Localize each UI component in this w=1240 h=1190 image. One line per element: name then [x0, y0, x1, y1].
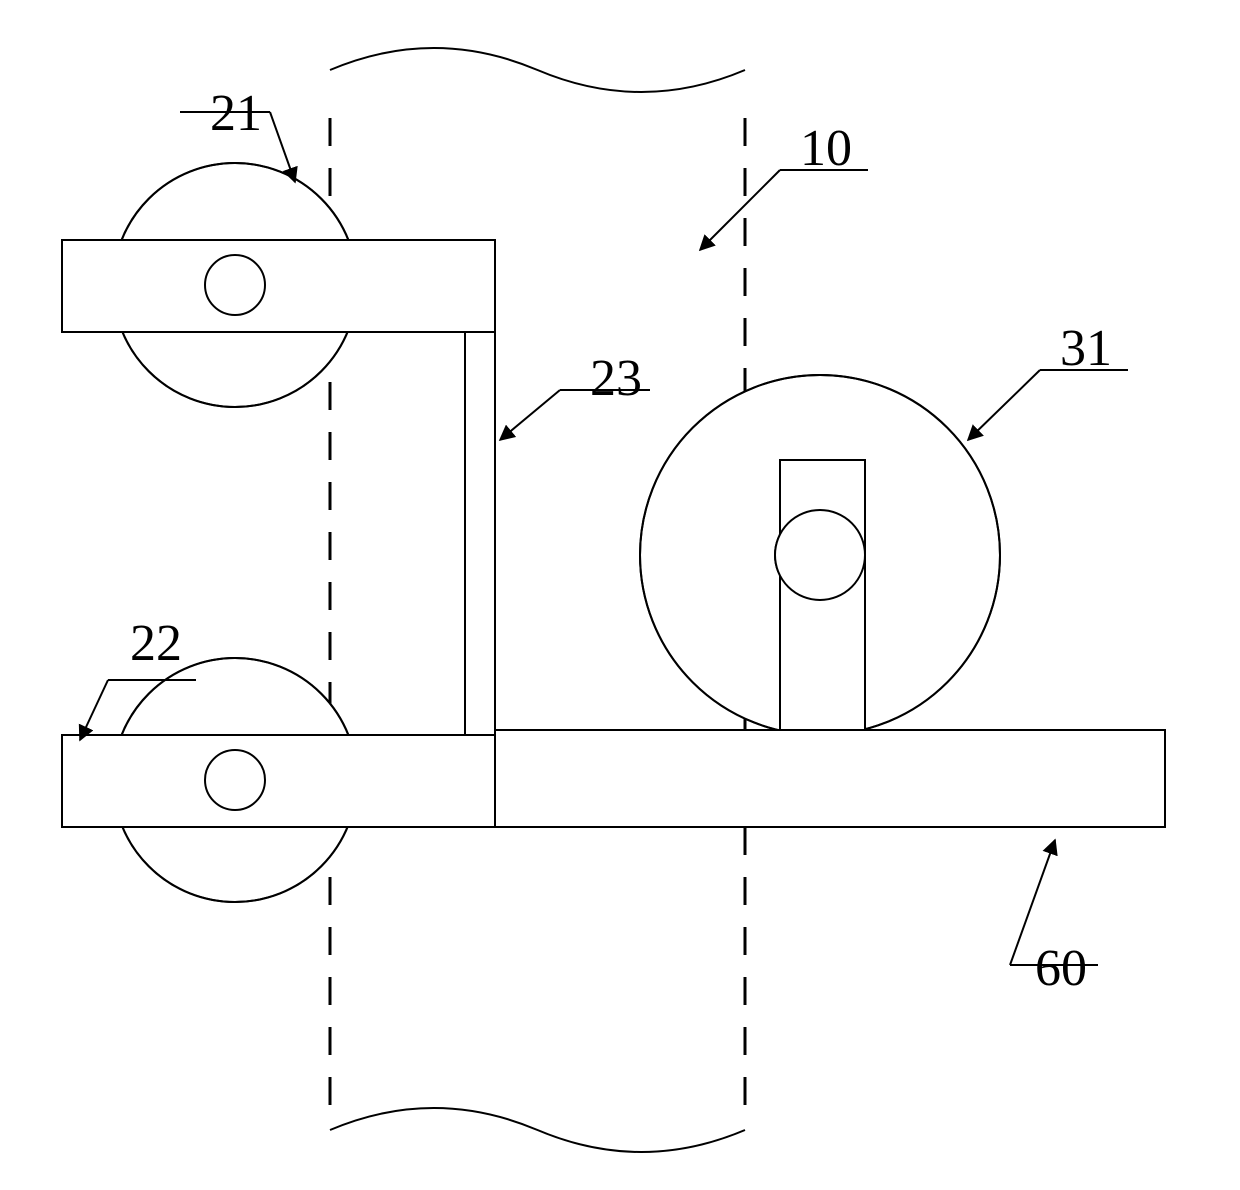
- column-10-top-break: [330, 48, 745, 92]
- label-l60-text: 60: [1035, 940, 1087, 997]
- label-l10-arrow: [700, 170, 780, 250]
- label-l22-text: 22: [130, 615, 182, 672]
- label-l23-text: 23: [590, 350, 642, 407]
- label-l23-arrow: [500, 390, 560, 440]
- bracket-bar-60-cover: [495, 730, 1165, 827]
- wheel-31-hub-2: [775, 510, 865, 600]
- technical-diagram: 21 22 23 10 31 60: [0, 0, 1240, 1190]
- wheel-21-hub-2: [205, 255, 265, 315]
- column-10-bottom-break: [330, 1108, 745, 1152]
- bracket-bar-21-cover: [62, 240, 495, 332]
- label-l21-text: 21: [210, 85, 262, 142]
- label-l31-text: 31: [1060, 320, 1112, 377]
- bracket-bar-22-cover: [62, 735, 495, 827]
- label-l22-arrow: [80, 680, 108, 740]
- label-l31-arrow: [968, 370, 1040, 440]
- label-l10-text: 10: [800, 120, 852, 177]
- wheel-22-hub-2: [205, 750, 265, 810]
